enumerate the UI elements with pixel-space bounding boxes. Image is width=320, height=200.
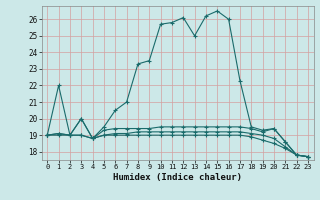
X-axis label: Humidex (Indice chaleur): Humidex (Indice chaleur) bbox=[113, 173, 242, 182]
